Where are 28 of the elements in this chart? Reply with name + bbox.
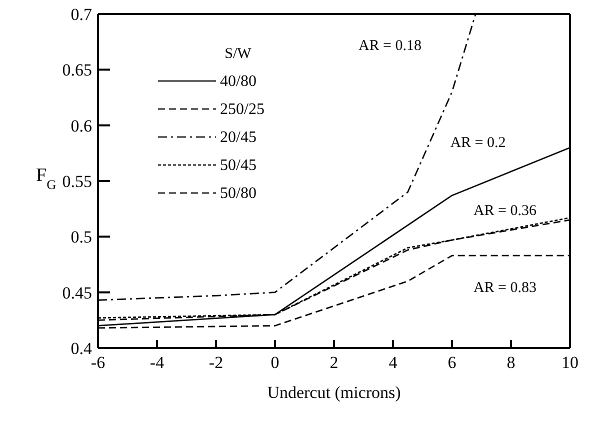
x-tick-label: 0 <box>270 353 280 372</box>
legend-label: 50/45 <box>220 157 256 174</box>
x-tick-label: 8 <box>506 353 516 372</box>
x-tick-label: -6 <box>90 353 106 372</box>
x-tick-label: 10 <box>562 353 578 372</box>
legend-title: S/W <box>224 46 252 62</box>
legend-label: 40/80 <box>220 73 256 90</box>
legend-label: 20/45 <box>220 129 256 146</box>
y-tick-label: 0.5 <box>70 228 92 247</box>
y-tick-label: 0.6 <box>70 116 92 136</box>
x-axis-title: Undercut (microns) <box>267 383 401 402</box>
y-axis-title: F$_{G}$ <box>36 165 57 192</box>
x-tick-label: 4 <box>388 353 398 372</box>
x-tick-label: 2 <box>330 353 338 372</box>
annotation: AR = 0.83 <box>473 280 537 296</box>
y-tick-label: 0.45 <box>62 283 92 302</box>
annotation: AR = 0.18 <box>358 38 422 54</box>
annotation: AR = 0.36 <box>473 203 538 219</box>
y-tick-label: 0.4 <box>70 339 92 358</box>
x-tick-label: 6 <box>448 353 456 372</box>
x-tick-label: -4 <box>150 353 165 372</box>
y-tick-label: 0.65 <box>62 60 92 80</box>
annotation: AR = 0.2 <box>450 135 506 151</box>
y-tick-label: 0.7 <box>70 5 92 24</box>
legend-label: 250/25 <box>220 101 264 118</box>
y-tick-label: 0.55 <box>62 172 92 192</box>
x-tick-label: -2 <box>208 353 224 372</box>
legend-label: 50/80 <box>220 185 256 202</box>
